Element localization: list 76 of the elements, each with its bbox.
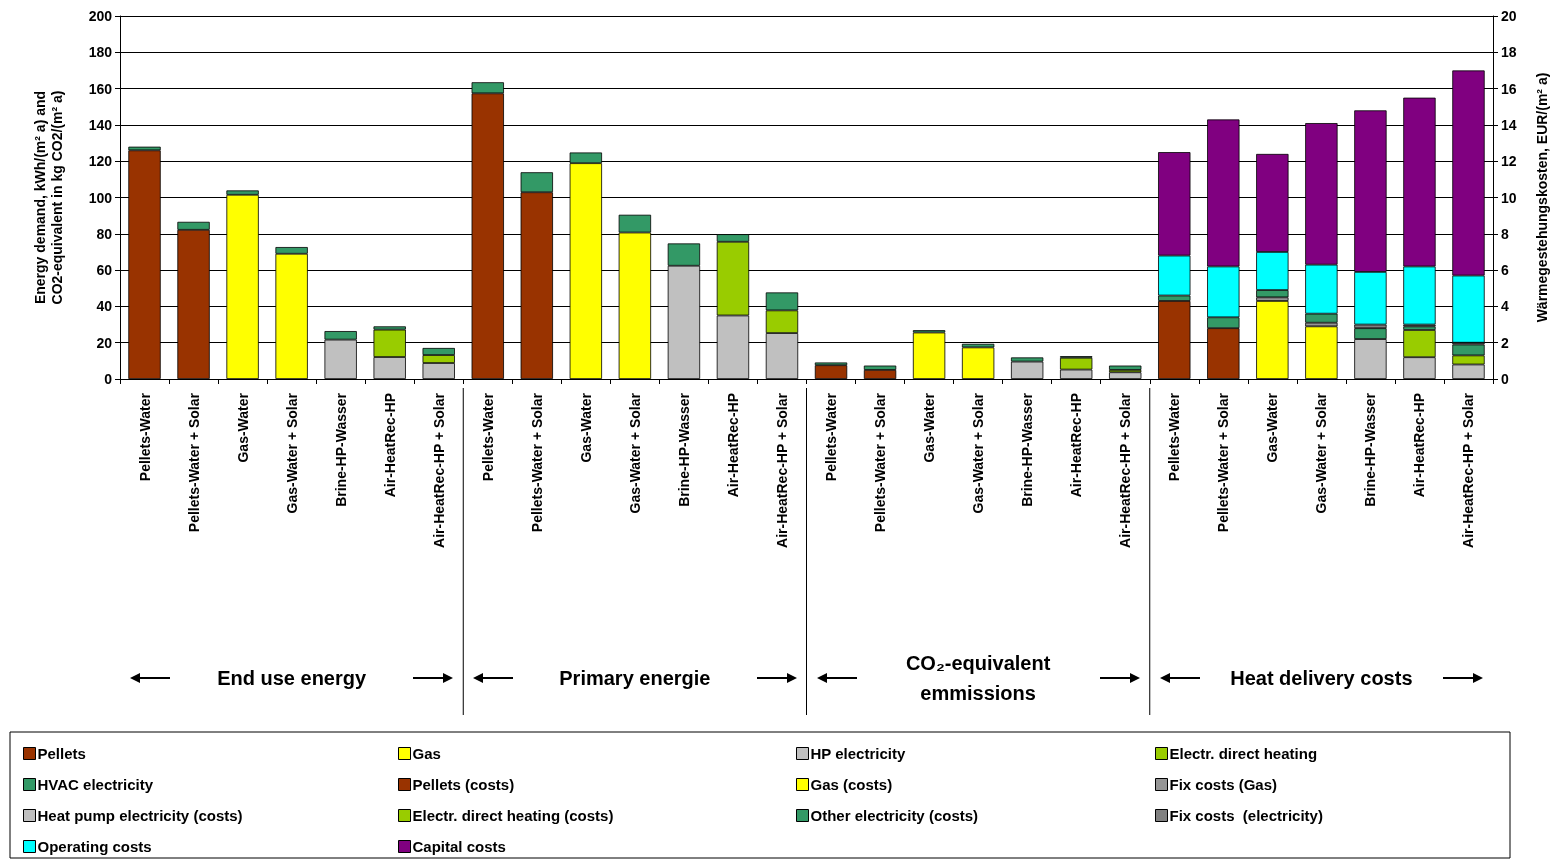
x-tick-label: Air-HeatRec-HP [1411,393,1428,498]
text: Heat delivery costs [1230,666,1413,691]
legend-label: Electr. direct heating [1169,745,1318,762]
y-tick-label: 20 [96,334,113,351]
bar [1109,365,1142,370]
y-axis-title: Energy demand, kWh/(m² a) and CO2-equivalent in kg CO2/(m² a) [31,90,65,305]
x-tick-label: Pellets-Water [479,392,496,482]
x-tick-label: Air-HeatRec-HP [1068,393,1085,498]
x-tick-label: Gas-Water [921,392,938,463]
y2-tick-label: 10 [1501,189,1517,206]
legend-label: Pellets (costs) [412,776,515,793]
legend-label: HVAC electricity [37,776,154,793]
text: End use energy [217,666,367,691]
x-tick-label: Air-HeatRec-HP + Solar [773,392,790,548]
y2-tick-label: 0 [1501,371,1509,387]
y-tick-label: 100 [88,189,113,206]
bar [814,365,848,379]
x-tick-label: Gas-Water + Solar [626,392,643,514]
x-tick-label: Brine-HP-Wasser [675,392,692,507]
y-tick-label: 140 [88,116,113,133]
x-tick-label: Air-HeatRec-HP + Solar [1460,392,1477,548]
x-tick-label: Pellets-Water + Solar [528,392,545,533]
y2-tick-label: 2 [1501,334,1509,351]
x-tick-label: Pellets-Water [823,392,840,482]
x-tick-label: Gas-Water + Solar [1313,392,1330,514]
legend-label: Operating costs [37,838,152,855]
y2-tick-label: 16 [1501,80,1517,97]
y2-tick-label: 20 [1501,8,1517,24]
y-tick-label: 60 [96,262,113,279]
text: Primary energie [559,666,711,691]
x-tick-label: Brine-HP-Wasser [1362,392,1379,507]
bar [961,347,995,379]
x-tick-label: Air-HeatRec-HP [381,393,398,498]
legend-label: Heat pump electricity (costs) [37,807,243,824]
x-tick-label: Air-HeatRec-HP + Solar [1117,392,1134,548]
bar [863,369,897,379]
x-tick-label: Gas-Water [234,392,251,463]
x-tick-label: Gas-Water [1264,392,1281,463]
x-tick-label: Gas-Water + Solar [283,392,300,514]
legend-label: Gas (costs) [810,776,893,793]
x-tick-label: Air-HeatRec-HP + Solar [430,392,447,548]
y-tick-label: 120 [88,153,113,170]
x-tick-label: Pellets-Water [136,392,153,482]
legend-label: Capital costs [412,838,506,855]
y2-tick-label: 8 [1501,225,1509,242]
y-tick-label: 0 [104,371,113,387]
x-tick-label: Pellets-Water + Solar [872,392,889,533]
legend-label: Electr. direct heating (costs) [412,807,614,824]
legend-label: HP electricity [810,745,906,762]
y2-axis-title: Wärmegestehungskosten, EUR/(m² a) [1533,72,1550,323]
y2-tick-label: 4 [1501,298,1509,315]
y2-tick-label: 6 [1501,262,1509,279]
y-tick-label: 160 [88,80,113,97]
legend-label: Pellets [37,745,86,762]
legend-label: Fix costs (Gas) [1169,776,1278,793]
text: CO₂-equivalent emmissions [904,651,1052,706]
x-tick-label: Pellets-Water [1166,392,1183,482]
x-tick-label: Air-HeatRec-HP [724,393,741,498]
x-tick-label: Gas-Water + Solar [970,392,987,514]
y2-tick-label: 14 [1501,116,1517,133]
x-tick-label: Pellets-Water + Solar [1215,392,1232,533]
legend-label: Fix costs (electricity) [1169,807,1323,824]
y-tick-label: 80 [96,225,113,242]
y-tick-label: 200 [88,8,113,24]
bar [1109,372,1142,379]
y2-tick-label: 12 [1501,153,1517,170]
bar [1010,361,1044,379]
x-tick-label: Brine-HP-Wasser [1019,392,1036,507]
y2-tick-label: 18 [1501,44,1517,61]
x-tick-label: Gas-Water [577,392,594,463]
x-tick-label: Pellets-Water + Solar [185,392,202,533]
legend-label: Gas [412,745,441,762]
y-tick-label: 180 [88,44,113,61]
y-tick-label: 40 [96,298,113,315]
x-tick-label: Brine-HP-Wasser [332,392,349,507]
legend-label: Other electricity (costs) [810,807,979,824]
